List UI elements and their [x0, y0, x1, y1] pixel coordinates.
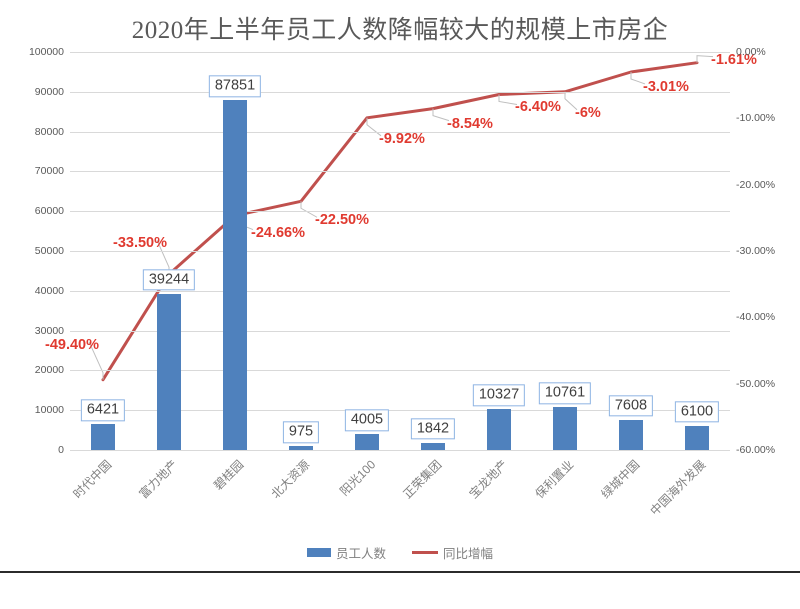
y-axis-left-tick: 0	[58, 444, 64, 456]
line-value-label: -3.01%	[643, 78, 689, 95]
gridline	[70, 52, 730, 53]
bar[interactable]	[619, 419, 643, 450]
bar[interactable]	[355, 434, 379, 450]
line-value-label: -1.61%	[711, 51, 757, 68]
y-axis-left-tick: 90000	[34, 85, 64, 98]
bar[interactable]	[421, 442, 445, 450]
gridline	[70, 131, 730, 133]
y-axis-left-tick: 100000	[28, 46, 64, 58]
legend-item-employees[interactable]: 员工人数	[306, 543, 386, 562]
bar[interactable]	[487, 408, 511, 450]
y-axis-left-tick: 50000	[34, 245, 64, 257]
y-axis-left-tick: 20000	[34, 364, 64, 377]
y-axis-right-tick: -50.00%	[736, 377, 776, 390]
bar-value-label: 1842	[410, 417, 456, 440]
gridline	[70, 330, 730, 332]
bar[interactable]	[223, 100, 247, 450]
y-axis-left-tick: 70000	[34, 165, 64, 178]
chart-legend: 员工人数 同比增幅	[0, 543, 800, 562]
gridline	[70, 290, 730, 292]
bar-value-label: 6421	[80, 399, 126, 422]
bar-swatch-icon	[306, 548, 331, 557]
bar-value-label: 7608	[608, 395, 654, 417]
y-axis-right-tick: -40.00%	[736, 311, 776, 324]
line-value-label: -6%	[575, 104, 601, 121]
y-axis-left-tick: 60000	[34, 205, 64, 218]
y-axis-left-tick: 40000	[34, 284, 64, 297]
line-value-label: -22.50%	[315, 212, 370, 229]
chart-container: 2020年上半年员工人数降幅较大的规模上市房企 6421 39244 87851 97…	[0, 17, 800, 573]
bar-value-label: 39244	[142, 269, 196, 291]
legend-item-growth[interactable]: 同比增幅	[412, 543, 493, 562]
y-axis-right-tick: -60.00%	[736, 444, 776, 456]
bar[interactable]	[685, 425, 709, 450]
line-value-label: -49.40%	[45, 336, 100, 353]
y-axis-left-tick: 10000	[34, 404, 64, 417]
line-swatch-icon	[412, 551, 438, 554]
gridline	[70, 370, 730, 372]
y-axis-right-tick: 0.00%	[736, 46, 766, 58]
gridline	[70, 91, 730, 93]
line-value-label: -6.40%	[515, 99, 561, 116]
line-value-label: -8.54%	[447, 115, 493, 132]
y-axis-right-tick: -20.00%	[736, 178, 776, 191]
y-axis-left-tick: 80000	[34, 125, 64, 138]
bar[interactable]	[289, 446, 313, 450]
bar[interactable]	[157, 293, 181, 450]
gridline	[70, 211, 730, 213]
bar[interactable]	[91, 424, 115, 450]
bar-value-label: 4005	[344, 409, 390, 432]
legend-label-growth: 同比增幅	[443, 547, 494, 561]
bar-value-label: 6100	[674, 401, 720, 423]
bar-value-label: 10327	[472, 384, 526, 406]
bar-value-label: 87851	[208, 75, 262, 98]
bar-value-label: 975	[282, 421, 320, 444]
line-value-label: -9.92%	[379, 130, 425, 147]
x-axis-category-label: 中国海外发展	[647, 457, 709, 519]
y-axis-left-tick: 30000	[34, 324, 64, 337]
line-value-label: -33.50%	[113, 235, 168, 252]
y-axis-right-tick: -30.00%	[736, 245, 776, 257]
bar[interactable]	[553, 407, 577, 450]
gridline	[70, 410, 730, 412]
legend-label-employees: 员工人数	[335, 547, 386, 561]
y-axis-right-tick: -10.00%	[736, 112, 776, 125]
plot-area: 6421 39244 87851 975 4005 1842 10327 10761 7608 6…	[45, 52, 757, 451]
chart-title: 2020年上半年员工人数降幅较大的规模上市房企	[131, 17, 669, 44]
line-value-label: -24.66%	[251, 224, 306, 241]
gridline	[70, 251, 730, 252]
gridline	[70, 171, 730, 173]
gridline	[70, 450, 730, 451]
bar-value-label: 10761	[538, 382, 592, 405]
